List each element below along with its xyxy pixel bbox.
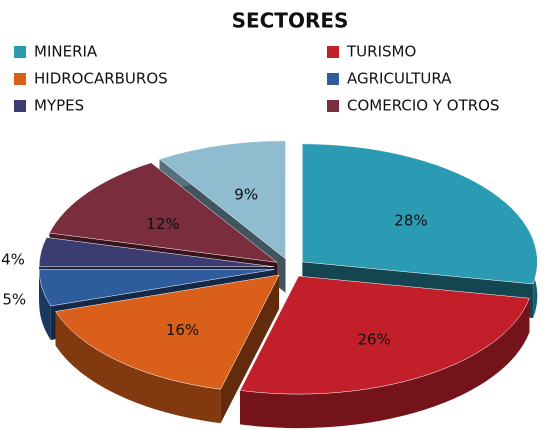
slice-top	[55, 274, 280, 390]
legend-swatch	[327, 100, 339, 112]
labels: 28% 26% 16% 5% 4% 12% 9%	[1, 185, 428, 348]
legend-label: HIDROCARBUROS	[34, 70, 168, 88]
slice-top	[38, 269, 275, 307]
legend-label: AGRICULTURA	[347, 70, 452, 88]
data-label: 9%	[234, 185, 258, 203]
legend-swatch	[14, 73, 26, 85]
slice-side	[220, 274, 280, 424]
legend-swatch	[14, 100, 26, 112]
legend-swatch	[327, 73, 339, 85]
legend-label: COMERCIO Y OTROS	[347, 97, 500, 115]
data-label: 26%	[357, 330, 390, 348]
legend-label: MINERIA	[34, 43, 98, 61]
slice-top	[159, 140, 286, 260]
slice-top	[302, 143, 538, 285]
slice	[239, 275, 530, 429]
slice-top	[49, 162, 278, 263]
legend-label: MYPES	[34, 97, 84, 115]
data-label: 12%	[146, 215, 179, 233]
legend-label: TURISMO	[346, 43, 416, 61]
slice-top	[239, 275, 530, 395]
data-label: 16%	[166, 321, 199, 339]
legend-swatch	[327, 46, 339, 58]
slice-wall	[240, 298, 530, 429]
slice-top	[38, 237, 275, 268]
legend: MINERIA TURISMO HIDROCARBUROS AGRICULTURA MY…	[14, 43, 500, 115]
slice-wall	[39, 269, 51, 340]
chart-title: SECTORES	[232, 9, 349, 33]
data-label: 5%	[2, 291, 26, 309]
legend-swatch	[14, 46, 26, 58]
data-label: 4%	[1, 251, 25, 269]
pie	[38, 140, 538, 429]
data-label: 28%	[394, 211, 427, 229]
slice	[55, 274, 280, 424]
slice-wall	[55, 311, 221, 424]
